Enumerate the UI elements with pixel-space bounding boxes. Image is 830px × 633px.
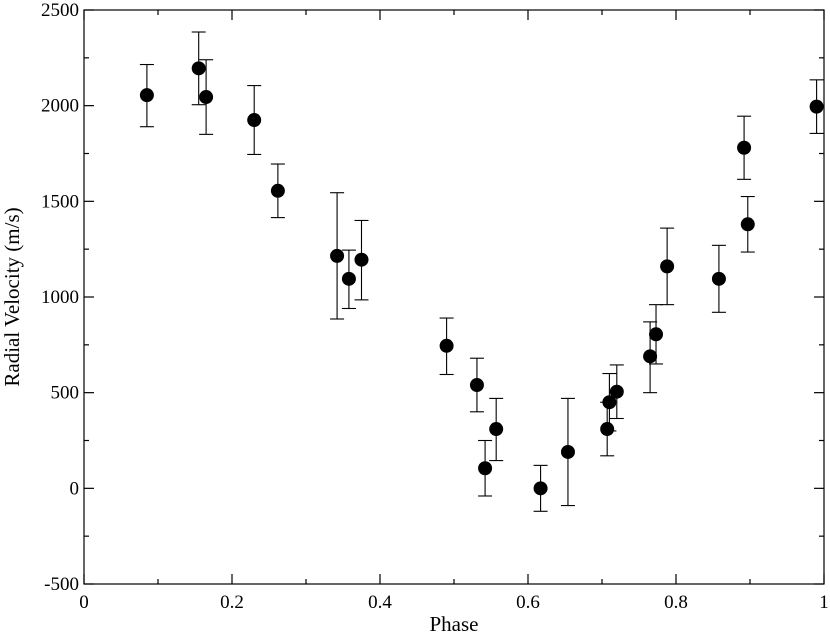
y-tick-label: 1000 <box>41 287 79 308</box>
data-point <box>354 252 369 267</box>
data-point <box>439 338 454 353</box>
x-tick-label: 0.6 <box>516 592 540 613</box>
data-point <box>478 461 493 476</box>
x-axis-title: Phase <box>430 612 479 633</box>
y-tick-label: 2000 <box>41 96 79 117</box>
y-tick-label: 0 <box>70 478 80 499</box>
data-point <box>660 259 675 274</box>
data-point <box>711 271 726 286</box>
error-bars <box>139 31 824 512</box>
y-tick-labels: -500 0 500 1000 1500 2000 2500 <box>41 0 79 595</box>
data-point <box>270 183 285 198</box>
x-tick-label: 1 <box>819 592 829 613</box>
data-points <box>139 61 824 496</box>
data-point <box>602 395 617 410</box>
y-tick-label: 1500 <box>41 191 79 212</box>
data-point <box>643 349 658 364</box>
y-axis-title: Radial Velocity (m/s) <box>0 207 24 386</box>
data-point <box>600 422 615 437</box>
data-point <box>199 90 214 105</box>
x-tick-label: 0.8 <box>664 592 688 613</box>
data-point <box>341 271 356 286</box>
x-tick-label: 0.4 <box>368 592 392 613</box>
data-point <box>330 248 345 263</box>
data-point <box>191 61 206 76</box>
y-tick-label: -500 <box>44 574 79 595</box>
data-point <box>469 378 484 393</box>
data-point <box>247 113 262 128</box>
data-point <box>809 99 824 114</box>
axis-ticks <box>83 9 825 585</box>
data-point <box>533 481 548 496</box>
y-tick-label: 2500 <box>41 0 79 21</box>
data-point <box>737 140 752 155</box>
data-point <box>649 327 664 342</box>
data-point <box>139 88 154 103</box>
plot-frame <box>83 9 825 585</box>
y-tick-label: 500 <box>51 383 80 404</box>
x-tick-label: 0 <box>79 592 89 613</box>
data-point <box>609 384 624 399</box>
data-point <box>489 422 504 437</box>
x-tick-label: 0.2 <box>220 592 244 613</box>
data-point <box>560 444 575 459</box>
data-point <box>740 217 755 232</box>
x-tick-labels: 0 0.2 0.4 0.6 0.8 1 <box>79 592 829 613</box>
